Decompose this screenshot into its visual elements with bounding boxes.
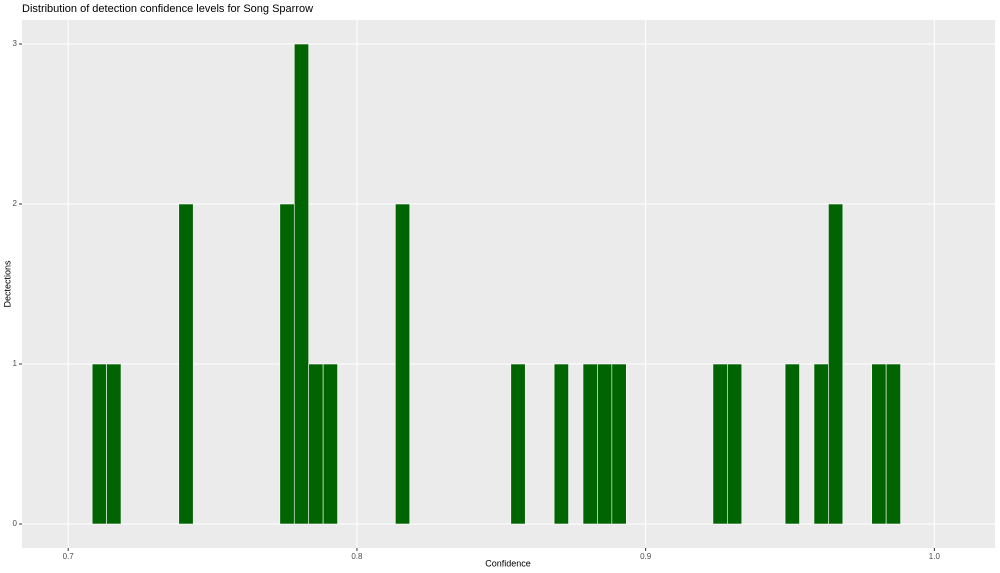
y-tick-label: 3: [13, 39, 18, 48]
bar: [871, 363, 887, 525]
bar: [279, 203, 295, 525]
bar: [178, 203, 194, 525]
bar: [553, 363, 569, 525]
x-tick-label: 1.0: [929, 552, 941, 561]
y-tick-label: 2: [13, 199, 18, 208]
x-tick-label: 0.9: [640, 552, 652, 561]
y-axis-title: Dectections: [2, 260, 12, 308]
bar: [293, 43, 310, 525]
bar: [91, 363, 107, 525]
bar: [597, 363, 613, 525]
bar: [727, 363, 743, 525]
bar: [510, 363, 526, 525]
y-tick-label: 1: [13, 359, 18, 368]
bar: [308, 363, 324, 525]
bar: [885, 363, 901, 525]
bar: [813, 363, 829, 525]
y-tick-label: 0: [13, 519, 18, 528]
bar: [784, 363, 800, 525]
bar: [106, 363, 122, 525]
x-axis-title: Confidence: [485, 558, 531, 568]
x-tick-label: 0.7: [63, 552, 75, 561]
panel: [22, 20, 995, 548]
bar: [582, 363, 598, 525]
bar: [611, 363, 627, 525]
bar: [712, 363, 728, 525]
bar: [395, 203, 411, 525]
bar: [322, 363, 338, 525]
chart-title: Distribution of detection confidence lev…: [22, 3, 313, 15]
bar: [828, 203, 844, 525]
x-tick-label: 0.8: [351, 552, 363, 561]
